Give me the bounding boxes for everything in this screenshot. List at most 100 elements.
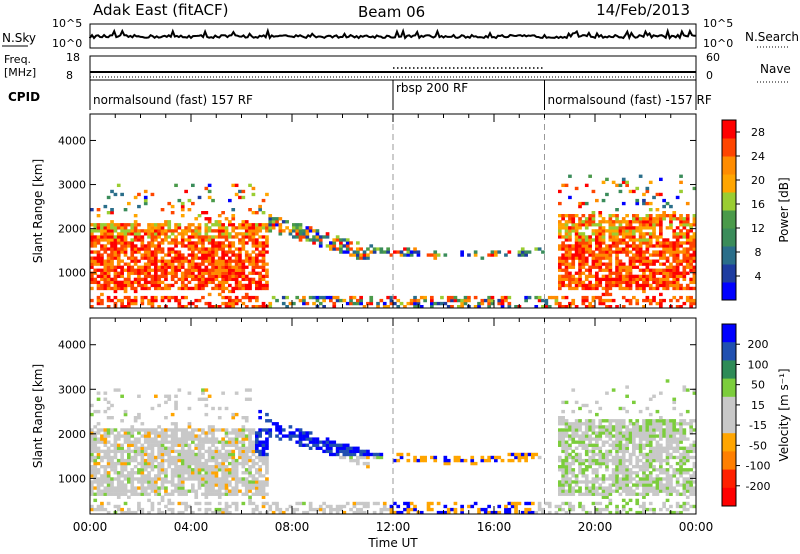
heatmap-cell: [605, 431, 609, 435]
heatmap-cell: [359, 455, 363, 460]
heatmap-cell: [244, 397, 249, 401]
heatmap-cell: [90, 446, 94, 450]
heatmap-cell: [318, 244, 323, 248]
heatmap-cell: [605, 461, 609, 466]
heatmap-cell: [204, 238, 209, 242]
heatmap-cell: [625, 474, 629, 478]
heatmap-cell: [116, 431, 121, 435]
heatmap-cell: [231, 486, 236, 490]
heatmap-cell: [251, 474, 256, 478]
heatmap-cell: [130, 477, 135, 481]
heatmap-cell: [638, 409, 643, 414]
heatmap-cell: [635, 277, 640, 282]
heatmap-cell: [184, 449, 188, 454]
heatmap-cell: [352, 504, 357, 509]
date-title: 14/Feb/2013: [596, 1, 690, 19]
nsky-tick-bottom: 10^0: [52, 37, 82, 50]
heatmap-cell: [595, 238, 599, 242]
heatmap-cell: [665, 461, 670, 466]
heatmap-cell: [591, 483, 596, 487]
heatmap-cell: [255, 431, 259, 435]
heatmap-cell: [113, 449, 118, 454]
heatmap-cell: [288, 437, 293, 441]
heatmap-cell: [362, 305, 367, 309]
heatmap-cell: [137, 449, 141, 454]
heatmap-cell: [170, 295, 175, 300]
heatmap-cell: [174, 256, 178, 260]
heatmap-cell: [679, 452, 683, 457]
heatmap-cell: [416, 253, 421, 257]
heatmap-cell: [191, 262, 195, 266]
heatmap-cell: [180, 455, 185, 460]
heatmap-cell: [682, 431, 687, 435]
heatmap-cell: [184, 431, 188, 435]
heatmap-cell: [174, 250, 178, 254]
heatmap-cell: [635, 455, 640, 460]
heatmap-cell: [561, 262, 565, 266]
heatmap-cell: [100, 477, 104, 481]
heatmap-cell: [416, 301, 421, 306]
heatmap-cell: [642, 274, 646, 279]
heatmap-cell: [625, 280, 629, 285]
heatmap-cell: [574, 440, 579, 444]
heatmap-cell: [106, 477, 111, 481]
nsky-trace: [89, 27, 696, 41]
heatmap-cell: [352, 501, 357, 506]
heatmap-cell: [325, 504, 330, 509]
heatmap-cell: [147, 486, 151, 490]
heatmap-cell: [645, 189, 650, 194]
heatmap-cell: [652, 223, 656, 227]
heatmap-cell: [96, 477, 101, 481]
heatmap-cell: [143, 461, 148, 466]
heatmap-cell: [601, 489, 606, 493]
heatmap-cell: [147, 483, 151, 487]
heatmap-cell: [244, 283, 249, 288]
heatmap-cell: [298, 434, 303, 438]
heatmap-cell: [558, 256, 562, 260]
heatmap-cell: [574, 425, 579, 429]
heatmap-cell: [638, 434, 643, 438]
heatmap-cell: [601, 274, 606, 279]
heatmap-cell: [120, 465, 124, 469]
heatmap-cell: [258, 280, 262, 285]
heatmap-cell: [692, 428, 697, 432]
heatmap-cell: [116, 480, 121, 484]
heatmap-cell: [591, 486, 596, 490]
heatmap-cell: [335, 295, 340, 300]
heatmap-cell: [251, 235, 256, 239]
heatmap-cell: [389, 298, 394, 303]
heatmap-cell: [642, 495, 646, 499]
heatmap-cell: [170, 274, 175, 279]
heatmap-cell: [672, 446, 677, 450]
heatmap-cell: [665, 250, 670, 254]
heatmap-cell: [160, 443, 165, 447]
heatmap-cell: [103, 265, 108, 269]
heatmap-cell: [628, 244, 633, 248]
heatmap-cell: [174, 183, 178, 188]
heatmap-cell: [96, 483, 101, 487]
heatmap-cell: [106, 440, 111, 444]
heatmap-cell: [140, 277, 145, 282]
heatmap-cell: [601, 238, 606, 242]
heatmap-cell: [217, 235, 222, 239]
heatmap-cell: [672, 274, 677, 279]
heatmap-cell: [217, 406, 222, 411]
heatmap-cell: [191, 455, 195, 460]
heatmap-cell: [655, 434, 660, 438]
heatmap-cell: [234, 262, 239, 266]
heatmap-cell: [207, 507, 212, 512]
heatmap-cell: [322, 510, 326, 515]
heatmap-cell: [352, 452, 357, 457]
heatmap-cell: [332, 241, 337, 245]
heatmap-cell: [689, 428, 693, 432]
heatmap-cell: [120, 238, 124, 242]
heatmap-cell: [204, 280, 209, 285]
heatmap-cell: [197, 501, 202, 506]
heatmap-cell: [211, 268, 215, 272]
heatmap-cell: [584, 298, 589, 303]
heatmap-cell: [204, 229, 209, 233]
heatmap-cell: [255, 489, 259, 493]
heatmap-cell: [598, 220, 603, 224]
heatmap-cell: [231, 183, 236, 188]
heatmap-cell: [164, 220, 168, 224]
